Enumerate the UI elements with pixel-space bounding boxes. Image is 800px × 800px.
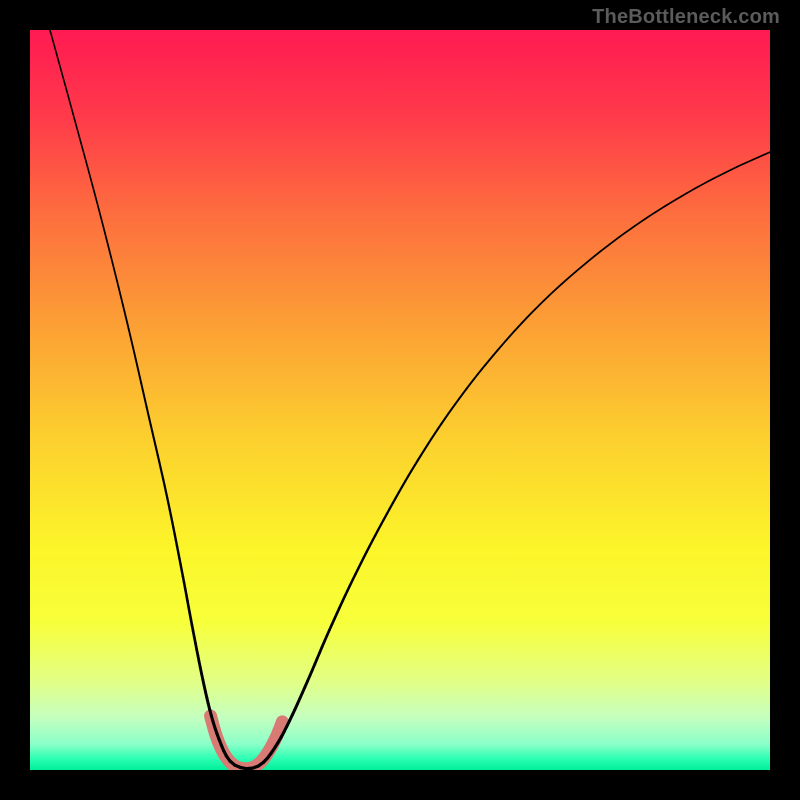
watermark-text: TheBottleneck.com xyxy=(592,6,780,29)
chart-container: TheBottleneck.com xyxy=(0,0,800,800)
v-curve-path xyxy=(50,30,770,769)
plot-area xyxy=(30,30,770,770)
curve-layer xyxy=(30,30,770,770)
